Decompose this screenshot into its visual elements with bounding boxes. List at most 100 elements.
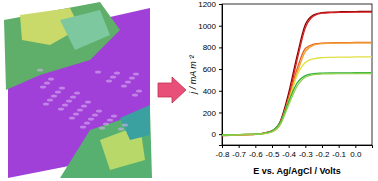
y-tick: 800 <box>203 43 222 52</box>
x-tick: -0.6 <box>249 145 263 159</box>
series-line <box>222 43 372 136</box>
y-tick-mark <box>219 91 222 92</box>
x-tick-label: -0.5 <box>266 150 280 159</box>
surface-speck <box>96 110 102 113</box>
surface-speck <box>47 99 53 102</box>
y-tick-label: 1200 <box>198 0 216 9</box>
x-tick-mark <box>239 145 240 148</box>
surface-speck <box>103 123 109 126</box>
surface-speck <box>37 69 43 72</box>
y-tick-label: 200 <box>203 109 217 118</box>
x-axis-title: E vs. Ag/AgCl / Volts <box>253 166 341 176</box>
x-tick: -0.5 <box>266 145 280 159</box>
y-tick-label: 800 <box>203 43 217 52</box>
x-tick-mark <box>272 145 273 148</box>
surface-speck <box>121 85 127 88</box>
surface-speck <box>84 122 90 125</box>
series-line <box>222 57 372 135</box>
surface-speck <box>107 119 113 122</box>
y-tick-label: 0 <box>212 130 217 139</box>
surface-speck <box>132 94 138 97</box>
arrow <box>158 77 186 103</box>
surface-speck <box>122 124 128 127</box>
surface-speck <box>58 108 64 111</box>
surface-speck <box>70 96 76 99</box>
surface-region <box>60 10 110 50</box>
y-tick: 1200 <box>198 0 222 9</box>
x-tick-mark <box>355 145 356 148</box>
x-axis: -0.8-0.7-0.6-0.5-0.4-0.3-0.2-0.1 0.0 <box>216 145 373 159</box>
surface-speck <box>44 82 50 85</box>
surface-speck <box>125 81 131 84</box>
x-tick-mark <box>255 145 256 148</box>
x-axis-line <box>223 146 373 149</box>
surface-speck <box>40 86 46 89</box>
surface-speck <box>99 127 105 130</box>
x-tick: -0.7 <box>232 145 246 159</box>
y-tick-label: 1000 <box>198 22 216 31</box>
y-tick: 600 <box>203 65 222 74</box>
x-tick: -0.8 <box>216 145 230 159</box>
surface-speck <box>133 73 139 76</box>
x-tick-mark <box>339 145 340 148</box>
figure: -0.8-0.7-0.6-0.5-0.4-0.3-0.2-0.1 0.0 0 200 4… <box>0 0 378 181</box>
x-tick-label: -0.3 <box>299 150 313 159</box>
series-line <box>222 12 372 135</box>
surface-speck <box>55 91 61 94</box>
y-axis-title: j / mA m⁻² <box>188 54 198 95</box>
x-tick: -0.2 <box>316 145 330 159</box>
y-tick-mark <box>219 69 222 70</box>
x-tick-label: 0.0 <box>350 150 362 159</box>
y-tick-mark <box>219 134 222 135</box>
x-tick-label: -0.4 <box>282 150 296 159</box>
y-tick-label: 600 <box>203 65 217 74</box>
surface-speck <box>85 101 91 104</box>
y-tick: 0 <box>212 130 222 139</box>
surface-speck <box>81 105 87 108</box>
y-axis: 0 200 400 600 800 1000 1200 <box>198 0 222 145</box>
surface-speck <box>69 117 75 120</box>
surface-speck <box>51 95 57 98</box>
surface-speck <box>73 113 79 116</box>
y-tick: 400 <box>203 87 222 96</box>
surface-speck <box>118 128 124 131</box>
surface-speck <box>74 92 80 95</box>
series-line <box>222 11 372 135</box>
x-tick-label: -0.6 <box>249 150 263 159</box>
y-tick-mark <box>219 112 222 113</box>
surface-speck <box>66 100 72 103</box>
plot-frame <box>222 4 372 145</box>
surface-speck <box>77 109 83 112</box>
series-line <box>222 43 372 136</box>
surface-speck <box>110 76 116 79</box>
surface-speck <box>111 115 117 118</box>
surface-region <box>4 2 120 90</box>
x-tick-label: -0.2 <box>316 150 330 159</box>
x-tick-label: -0.7 <box>232 150 246 159</box>
x-tick: -0.4 <box>282 145 296 159</box>
surface-speck <box>129 77 135 80</box>
surface-speck <box>62 104 68 107</box>
x-tick: -0.3 <box>299 145 313 159</box>
series-line <box>222 73 372 135</box>
y-tick-mark <box>219 47 222 48</box>
y-tick-mark <box>219 4 222 5</box>
y-tick-label: 400 <box>203 87 217 96</box>
y-tick: 200 <box>203 109 222 118</box>
surface-speck <box>106 80 112 83</box>
surface-speck <box>88 118 94 121</box>
surface-speck <box>80 126 86 129</box>
surface-speck <box>136 90 142 93</box>
x-tick-label: -0.1 <box>332 150 346 159</box>
surface-region <box>120 105 150 140</box>
surface-speck <box>48 78 54 81</box>
y-tick: 1000 <box>198 22 222 31</box>
x-tick: 0.0 <box>350 145 362 159</box>
x-tick: -0.1 <box>332 145 346 159</box>
x-tick-mark <box>305 145 306 148</box>
x-tick-label: -0.8 <box>216 150 230 159</box>
surface-speck <box>92 114 98 117</box>
x-tick-mark <box>322 145 323 148</box>
surface-speck <box>95 71 101 74</box>
surface-speck <box>59 87 65 90</box>
